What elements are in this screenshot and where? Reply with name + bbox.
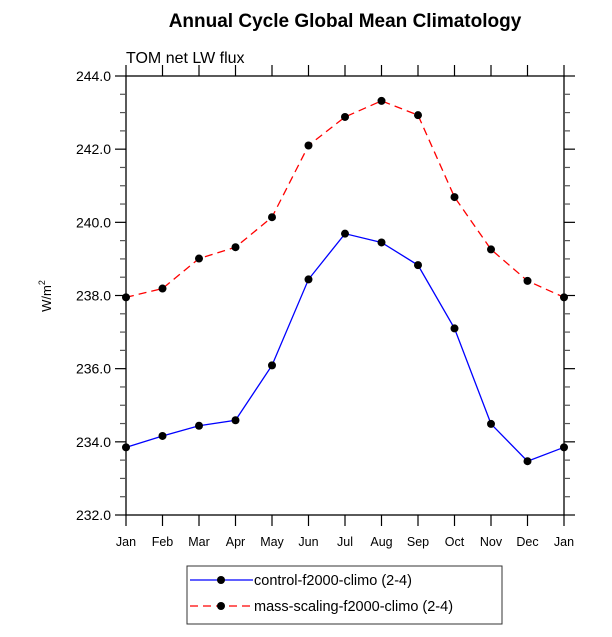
legend-marker [217, 602, 225, 610]
legend-box [186, 565, 503, 625]
data-point [304, 141, 313, 150]
data-point [231, 416, 240, 425]
data-point [341, 229, 349, 238]
data-point [523, 276, 532, 285]
data-point [414, 261, 422, 270]
data-point [414, 111, 422, 120]
data-point [450, 193, 459, 202]
data-point [268, 213, 276, 222]
axes [115, 65, 575, 526]
x-tick-label: Jan [554, 535, 574, 549]
legend: control-f2000-climo (2-4) mass-scaling-f2… [186, 565, 503, 625]
series-layer [122, 96, 568, 466]
data-point [158, 431, 167, 440]
y-tick-label: 240.0 [76, 214, 111, 230]
y-tick-label: 242.0 [76, 141, 111, 157]
data-point [377, 96, 386, 105]
x-tick-label: Aug [370, 535, 392, 549]
data-point [231, 243, 240, 252]
y-tick-label: 234.0 [76, 434, 111, 450]
x-tick-label: Sep [407, 535, 429, 549]
y-tick-label: 236.0 [76, 361, 111, 377]
chart-subtitle: TOM net LW flux [126, 50, 245, 67]
x-tick-label: Oct [445, 535, 465, 549]
series-mass-scaling [122, 96, 568, 302]
data-point [195, 254, 203, 263]
data-point [195, 421, 203, 430]
data-point [122, 443, 130, 452]
svg-text:W/m2: W/m2 [37, 280, 54, 312]
legend-label: mass-scaling-f2000-climo (2-4) [254, 599, 453, 615]
data-point [487, 419, 495, 428]
x-tick-label: Dec [516, 535, 538, 549]
y-tick-label: 238.0 [76, 288, 111, 304]
plot-frame [125, 75, 565, 516]
data-point [158, 284, 167, 293]
series-control [122, 229, 568, 466]
data-point [487, 245, 495, 254]
data-point [122, 293, 130, 302]
x-tick-label: Jul [337, 535, 353, 549]
data-point [268, 361, 276, 370]
series-line [125, 100, 565, 298]
data-point [450, 324, 459, 333]
data-point [560, 443, 568, 452]
x-tick-label: Feb [152, 535, 174, 549]
chart-title: Annual Cycle Global Mean Climatology [169, 11, 522, 32]
data-point [523, 457, 532, 466]
x-tick-label: May [260, 535, 284, 549]
y-axis-label-superscript: 2 [37, 280, 47, 285]
x-tick-label: Nov [480, 535, 503, 549]
legend-entry: control-f2000-climo (2-4) [190, 573, 412, 589]
x-tick-label: Mar [188, 535, 210, 549]
legend-entry: mass-scaling-f2000-climo (2-4) [190, 599, 453, 615]
x-tick-label: Jan [116, 535, 136, 549]
data-point [560, 293, 568, 302]
y-tick-labels: 232.0 234.0 236.0 238.0 240.0 242.0 244.0 [76, 68, 111, 523]
y-axis-label-text: W/m [39, 285, 54, 312]
series-line [125, 232, 565, 462]
legend-marker [217, 576, 225, 584]
y-tick-label: 232.0 [76, 507, 111, 523]
x-tick-label: Jun [298, 535, 318, 549]
x-tick-label: Apr [226, 535, 245, 549]
data-point [304, 275, 313, 284]
y-tick-label: 244.0 [76, 68, 111, 84]
data-point [377, 238, 386, 247]
data-point [341, 112, 349, 121]
y-axis-label: W/m2 [37, 280, 54, 312]
x-tick-labels: Jan Feb Mar Apr May Jun Jul Aug Sep Oct Nov Dec Jan [116, 535, 574, 549]
legend-label: control-f2000-climo (2-4) [254, 573, 412, 589]
